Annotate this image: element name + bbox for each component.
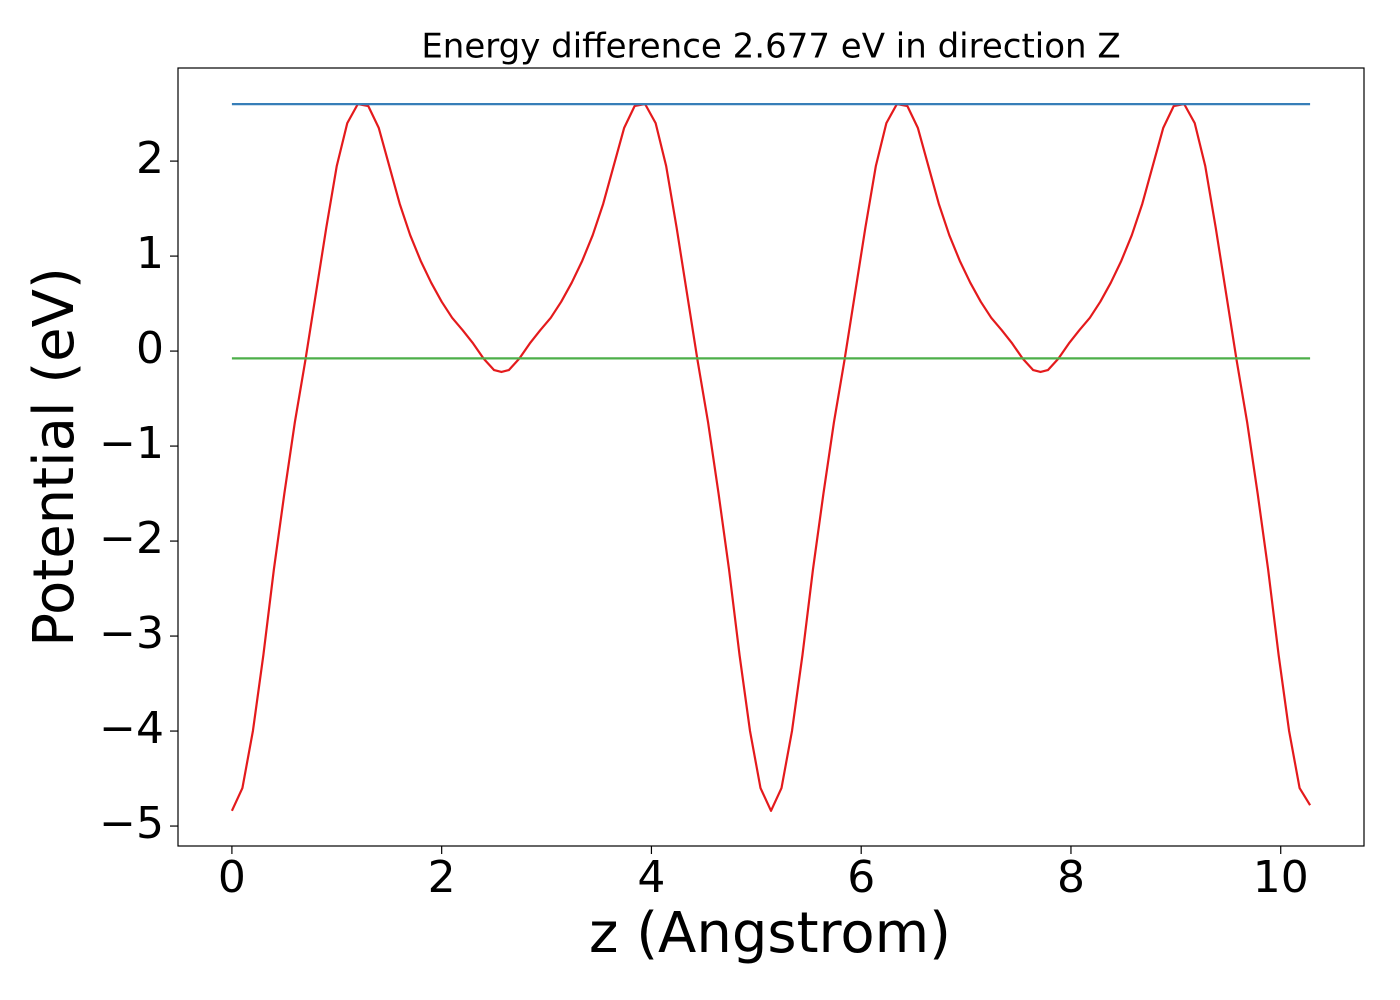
x-tick-label: 0: [218, 852, 246, 903]
y-tick-label: −5: [99, 798, 164, 849]
x-tick-label: 8: [1057, 852, 1085, 903]
x-axis-label: z (Angstrom): [589, 901, 951, 966]
y-axis-label: Potential (eV): [22, 267, 87, 647]
x-tick-label: 10: [1253, 852, 1309, 903]
plot-frame: [177, 67, 1365, 847]
chart-title: Energy difference 2.677 eV in direction …: [421, 27, 1120, 67]
series-line: [230, 103, 1312, 812]
x-tick-label: 4: [637, 852, 665, 903]
y-tick-label: −2: [99, 513, 164, 564]
y-tick-label: −1: [99, 418, 164, 469]
y-tick-label: −4: [99, 703, 164, 754]
y-tick-label: 2: [136, 133, 164, 184]
x-tick-label: 2: [428, 852, 456, 903]
y-tick-label: 0: [136, 323, 164, 374]
x-tick-label: 6: [847, 852, 875, 903]
y-tick-label: 1: [136, 228, 164, 279]
y-tick-label: −3: [99, 608, 164, 659]
